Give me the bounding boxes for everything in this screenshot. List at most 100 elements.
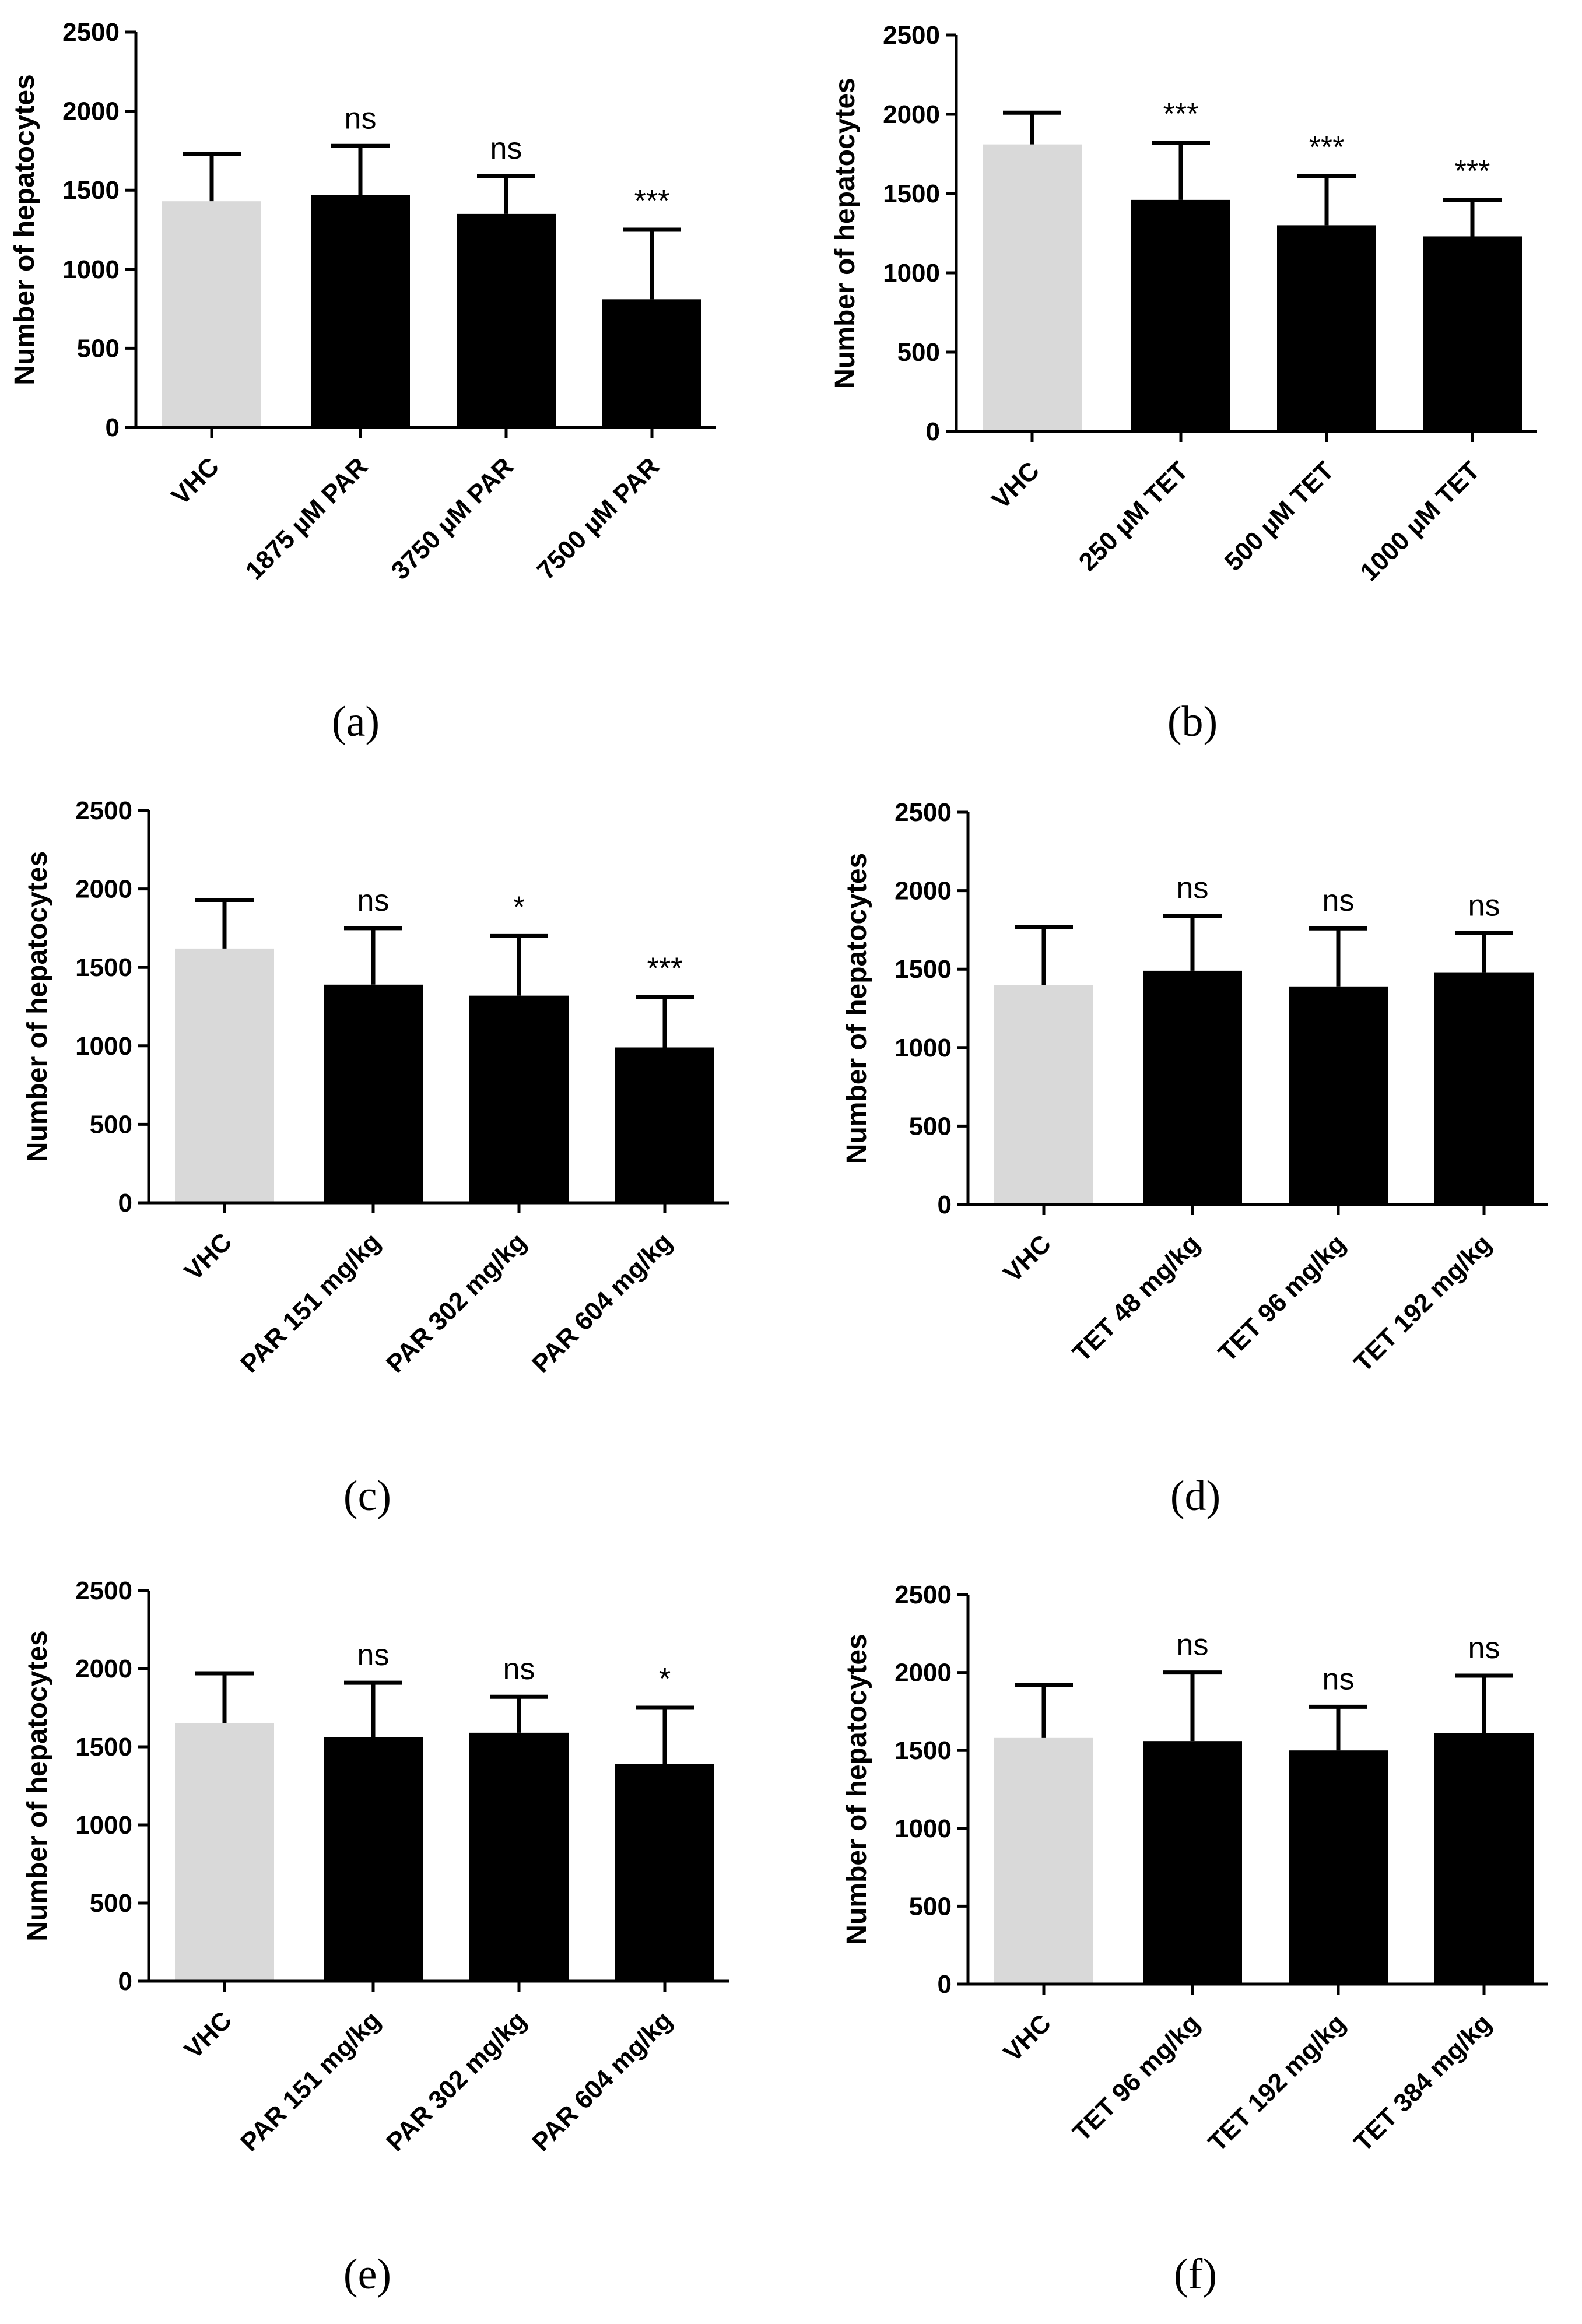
significance-label: ns	[357, 1638, 390, 1672]
bar	[983, 144, 1082, 431]
y-tick-label: 0	[106, 413, 120, 442]
bar	[994, 1737, 1093, 1984]
x-tick-label: PAR 151 mg/kg	[235, 2006, 386, 2157]
chart-panel-d: VHC ns TET 48 mg/kg ns TET 96 mg/kg ns TET 192…	[841, 798, 1548, 1520]
panel-label: (c)	[343, 1472, 391, 1520]
y-tick-label: 0	[118, 1189, 132, 1217]
y-tick-label: 2500	[895, 1581, 952, 1609]
bar	[1434, 1733, 1534, 1984]
significance-label: ns	[1323, 1662, 1355, 1696]
panel-label: (d)	[1170, 1472, 1220, 1520]
bar	[162, 201, 261, 427]
bar	[457, 213, 556, 427]
y-tick-label: 1500	[62, 176, 120, 205]
bar	[175, 1723, 274, 1981]
significance-label: *	[659, 1662, 671, 1696]
significance-label: *	[513, 890, 525, 924]
bar	[311, 195, 410, 427]
y-tick-label: 500	[909, 1112, 952, 1140]
y-axis-title: Number of hepatocytes	[22, 1630, 53, 1941]
y-tick-label: 1000	[883, 259, 940, 287]
y-tick-label: 1500	[895, 955, 952, 984]
x-tick-label: TET 96 mg/kg	[1067, 2009, 1205, 2147]
bar	[994, 985, 1093, 1205]
bar	[1289, 986, 1388, 1205]
bar	[469, 1732, 569, 1981]
x-tick-label: TET 48 mg/kg	[1067, 1229, 1205, 1367]
y-tick-label: 2500	[883, 21, 940, 50]
y-tick-label: 2500	[75, 796, 132, 825]
y-tick-label: 2000	[895, 1659, 952, 1687]
bar	[1289, 1750, 1388, 1984]
y-tick-label: 2500	[75, 1577, 132, 1605]
bar	[469, 995, 569, 1203]
x-tick-label: TET 384 mg/kg	[1349, 2009, 1497, 2157]
significance-label: ns	[1177, 872, 1209, 905]
significance-label: ns	[345, 101, 377, 135]
significance-label: ***	[1309, 131, 1345, 164]
y-tick-label: 1000	[895, 1814, 952, 1843]
bar	[602, 299, 701, 427]
x-tick-label: PAR 604 mg/kg	[527, 1227, 678, 1378]
x-tick-label: 1000 µM TET	[1355, 456, 1485, 587]
bar	[1277, 225, 1376, 431]
y-tick-label: 2500	[895, 798, 952, 827]
y-tick-label: 1000	[62, 255, 120, 284]
x-tick-label: 1875 µM PAR	[240, 452, 373, 585]
x-tick-label: TET 192 mg/kg	[1203, 2009, 1351, 2157]
x-tick-label: PAR 604 mg/kg	[527, 2006, 678, 2157]
y-axis-title: Number of hepatocytes	[22, 851, 53, 1162]
significance-label: ns	[357, 884, 390, 918]
x-tick-label: VHC	[998, 1229, 1057, 1287]
y-tick-label: 500	[90, 1110, 132, 1139]
x-tick-label: VHC	[987, 456, 1045, 514]
y-tick-label: 500	[909, 1892, 952, 1921]
x-tick-label: VHC	[998, 2009, 1057, 2067]
significance-label: ns	[490, 132, 522, 166]
y-axis-title: Number of hepatocytes	[9, 74, 40, 385]
panel-label: (e)	[343, 2251, 391, 2298]
chart-panel-c: VHC ns PAR 151 mg/kg * PAR 302 mg/kg *** PAR 6…	[22, 796, 729, 1520]
y-tick-label: 500	[77, 334, 120, 363]
chart-panel-e: VHC ns PAR 151 mg/kg ns PAR 302 mg/kg * PAR 60…	[22, 1577, 729, 2298]
significance-label: ***	[1163, 97, 1199, 131]
chart-panel-a: VHC ns 1875 µM PAR ns 3750 µM PAR *** 7500 µM …	[9, 18, 716, 746]
significance-label: ns	[1177, 1628, 1209, 1662]
x-tick-label: 250 µM TET	[1074, 456, 1194, 577]
y-axis-title: Number of hepatocytes	[830, 78, 861, 388]
y-tick-label: 1500	[895, 1736, 952, 1765]
y-tick-label: 1500	[75, 953, 132, 982]
x-tick-label: 500 µM TET	[1219, 456, 1340, 577]
bar	[615, 1047, 714, 1203]
significance-label: ***	[634, 184, 670, 218]
x-tick-label: VHC	[179, 2006, 237, 2064]
panel-label: (a)	[332, 698, 380, 746]
y-tick-label: 0	[938, 1970, 952, 1999]
y-tick-label: 2500	[62, 18, 120, 47]
y-tick-label: 1000	[75, 1032, 132, 1061]
bar	[324, 984, 423, 1203]
significance-label: ns	[1468, 1631, 1500, 1665]
x-tick-label: TET 192 mg/kg	[1349, 1229, 1497, 1377]
significance-label: ns	[1323, 884, 1355, 918]
y-tick-label: 1000	[75, 1811, 132, 1839]
bar	[175, 948, 274, 1203]
chart-panel-f: VHC ns TET 96 mg/kg ns TET 192 mg/kg ns TET 38…	[841, 1581, 1548, 2298]
y-tick-label: 1500	[883, 180, 940, 208]
y-tick-label: 0	[926, 417, 940, 446]
y-tick-label: 0	[938, 1191, 952, 1219]
x-tick-label: PAR 151 mg/kg	[235, 1227, 386, 1378]
y-tick-label: 2000	[895, 877, 952, 905]
significance-label: ns	[1468, 889, 1500, 922]
y-tick-label: 1000	[895, 1034, 952, 1062]
bar	[1434, 972, 1534, 1205]
y-tick-label: 2000	[62, 97, 120, 126]
x-tick-label: VHC	[166, 452, 225, 510]
bar	[1143, 1741, 1242, 1984]
panel-label: (b)	[1167, 698, 1218, 746]
x-tick-label: 7500 µM PAR	[532, 452, 665, 585]
x-tick-label: PAR 302 mg/kg	[381, 1227, 532, 1378]
x-tick-label: PAR 302 mg/kg	[381, 2006, 532, 2157]
y-axis-title: Number of hepatocytes	[841, 853, 872, 1164]
